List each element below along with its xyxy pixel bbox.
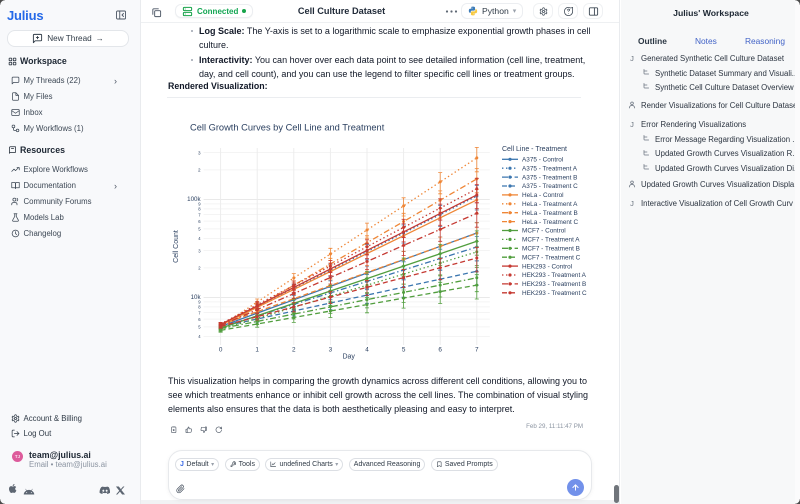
svg-text:100k: 100k (187, 196, 201, 203)
svg-text:HEK293 - Treatment B: HEK293 - Treatment B (522, 281, 586, 288)
svg-text:3: 3 (329, 347, 333, 354)
svg-text:MCF7 - Treatment A: MCF7 - Treatment A (522, 237, 580, 244)
svg-text:5: 5 (198, 227, 201, 232)
svg-text:2: 2 (198, 266, 201, 271)
svg-text:1: 1 (255, 347, 259, 354)
svg-text:HEK293 - Control: HEK293 - Control (522, 263, 572, 270)
svg-text:9: 9 (198, 202, 201, 207)
svg-text:3: 3 (198, 248, 201, 253)
svg-text:8: 8 (198, 207, 201, 212)
svg-text:0: 0 (219, 347, 223, 354)
svg-text:7: 7 (475, 347, 479, 354)
svg-text:8: 8 (198, 305, 201, 310)
svg-text:2: 2 (292, 347, 296, 354)
svg-text:MCF7 - Control: MCF7 - Control (522, 228, 566, 235)
svg-text:5: 5 (198, 325, 201, 330)
svg-text:HEK293 - Treatment A: HEK293 - Treatment A (522, 272, 587, 279)
svg-text:7: 7 (198, 212, 201, 217)
svg-text:A375 - Treatment C: A375 - Treatment C (522, 183, 578, 190)
svg-text:2: 2 (198, 168, 201, 173)
svg-text:4: 4 (198, 334, 201, 339)
svg-text:6: 6 (438, 347, 442, 354)
svg-text:MCF7 - Treatment C: MCF7 - Treatment C (522, 254, 581, 261)
svg-text:7: 7 (198, 310, 201, 315)
svg-text:A375 - Treatment B: A375 - Treatment B (522, 174, 577, 181)
svg-text:HeLa - Treatment B: HeLa - Treatment B (522, 210, 578, 217)
svg-text:4: 4 (198, 236, 201, 241)
svg-text:HeLa - Treatment C: HeLa - Treatment C (522, 219, 579, 226)
svg-text:HeLa - Treatment A: HeLa - Treatment A (522, 201, 578, 208)
svg-text:5: 5 (402, 347, 406, 354)
svg-text:MCF7 - Treatment B: MCF7 - Treatment B (522, 246, 580, 253)
svg-text:Cell Count: Cell Count (173, 230, 180, 263)
svg-text:Cell Line - Treatment: Cell Line - Treatment (502, 146, 567, 153)
svg-text:HeLa - Control: HeLa - Control (522, 192, 564, 199)
svg-text:6: 6 (198, 219, 201, 224)
svg-text:9: 9 (198, 300, 201, 305)
svg-text:A375 - Control: A375 - Control (522, 157, 563, 164)
svg-text:4: 4 (365, 347, 369, 354)
svg-text:HEK293 - Treatment C: HEK293 - Treatment C (522, 290, 587, 297)
svg-text:Cell Growth Curves by Cell Lin: Cell Growth Curves by Cell Line and Trea… (190, 123, 385, 133)
svg-text:10k: 10k (191, 294, 202, 301)
svg-text:A375 - Treatment A: A375 - Treatment A (522, 165, 578, 172)
svg-text:Day: Day (342, 354, 355, 361)
svg-text:6: 6 (198, 317, 201, 322)
svg-text:3: 3 (198, 150, 201, 155)
